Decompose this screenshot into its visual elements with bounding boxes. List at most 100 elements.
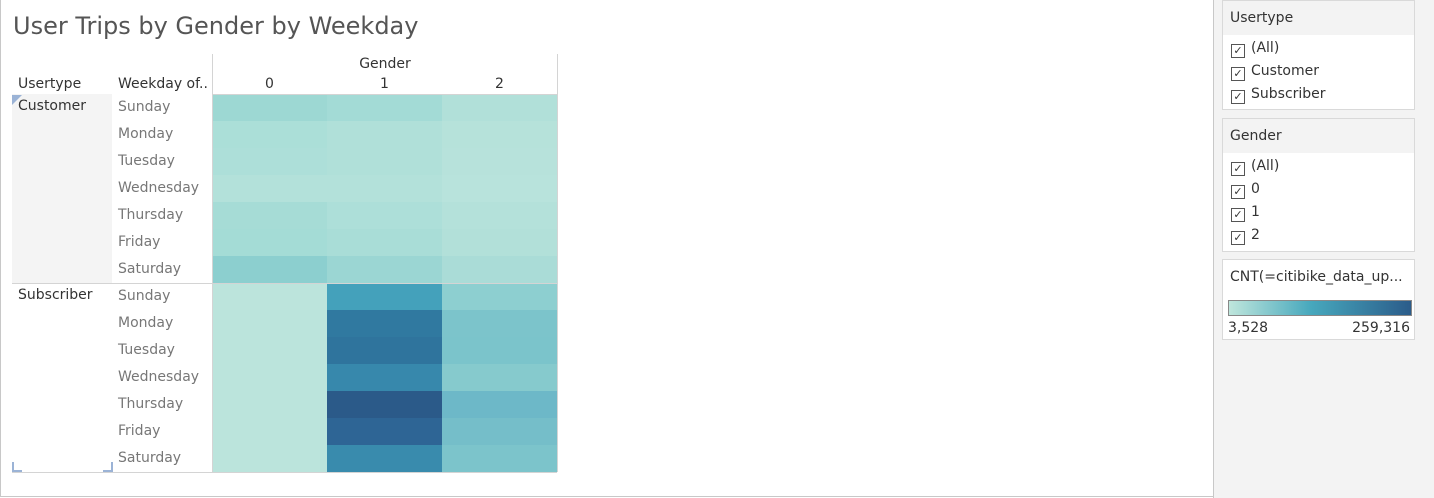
gender-filter-option[interactable]: ✓ 0 [1223,178,1414,201]
heatmap-cell[interactable] [442,337,557,364]
heatmap-cell[interactable] [212,175,327,202]
heatmap-cell[interactable] [212,148,327,175]
usertype-filter: Usertype ✓ (All) ✓ Customer ✓ Subscriber [1222,0,1415,110]
weekday-label[interactable]: Monday [118,315,174,331]
usertype-header[interactable]: Usertype [18,76,82,92]
usertype-cell-subscriber[interactable]: Subscriber [12,283,112,472]
weekday-label[interactable]: Saturday [118,261,182,277]
gender-filter-option[interactable]: ✓ (All) [1223,155,1414,178]
weekday-label[interactable]: Tuesday [118,153,175,169]
heatmap-cell[interactable] [327,94,442,121]
option-label: Subscriber [1251,86,1326,102]
heatmap-cell[interactable] [442,256,557,283]
heatmap-cell[interactable] [212,337,327,364]
gender-filter-option[interactable]: ✓ 2 [1223,224,1414,247]
heatmap-cell[interactable] [442,283,557,310]
weekday-label[interactable]: Saturday [118,450,182,466]
heatmap-cell[interactable] [442,391,557,418]
heatmap-cell[interactable] [327,445,442,472]
weekday-label[interactable]: Tuesday [118,342,175,358]
filter-title: Usertype [1223,1,1414,35]
heatmap-cell[interactable] [327,256,442,283]
usertype-filter-option[interactable]: ✓ Subscriber [1223,83,1414,106]
weekday-label[interactable]: Thursday [118,396,184,412]
weekday-label[interactable]: Sunday [118,288,171,304]
weekday-header[interactable]: Weekday of.. [118,76,208,92]
heatmap-cell[interactable] [212,364,327,391]
heatmap-cell[interactable] [327,121,442,148]
checkmark-icon[interactable]: ✓ [1231,162,1245,176]
legend-title: CNT(=citibike_data_up... [1223,260,1414,294]
heatmap-cell[interactable] [212,445,327,472]
side-panel: Usertype ✓ (All) ✓ Customer ✓ Subscriber Gend… [1213,0,1434,498]
selection-corner-icon [12,95,22,105]
gender-header[interactable]: Gender [359,56,411,72]
checkmark-icon[interactable]: ✓ [1231,185,1245,199]
usertype-cell-customer[interactable]: Customer [12,94,112,283]
gender-column-2[interactable]: 2 [495,76,504,92]
heatmap-cell[interactable] [327,202,442,229]
option-label: 1 [1251,204,1260,220]
usertype-label: Customer [18,98,87,114]
heatmap-cell[interactable] [442,202,557,229]
gender-column-0[interactable]: 0 [265,76,274,92]
weekday-label[interactable]: Friday [118,234,161,250]
heatmap-cell[interactable] [327,337,442,364]
checkmark-icon[interactable]: ✓ [1231,44,1245,58]
weekday-label[interactable]: Friday [118,423,161,439]
heatmap-cell[interactable] [212,202,327,229]
usertype-label: Subscriber [18,287,93,303]
heatmap-cell[interactable] [327,148,442,175]
heatmap-cell[interactable] [327,283,442,310]
selection-corner-icon [12,462,22,472]
heatmap-cell[interactable] [327,418,442,445]
weekday-label[interactable]: Sunday [118,99,171,115]
heatmap-cell[interactable] [327,364,442,391]
heatmap-cell[interactable] [442,445,557,472]
heatmap-cell[interactable] [212,283,327,310]
usertype-filter-option[interactable]: ✓ Customer [1223,60,1414,83]
option-label: 2 [1251,227,1260,243]
weekday-label[interactable]: Wednesday [118,180,200,196]
gender-filter-option[interactable]: ✓ 1 [1223,201,1414,224]
checkmark-icon[interactable]: ✓ [1231,90,1245,104]
heatmap-cell[interactable] [212,121,327,148]
heatmap-cell[interactable] [442,310,557,337]
heatmap-cell[interactable] [212,256,327,283]
checkmark-icon[interactable]: ✓ [1231,67,1245,81]
heatmap-cell[interactable] [442,364,557,391]
heatmap-cell[interactable] [212,391,327,418]
heatmap-cell[interactable] [212,94,327,121]
heatmap-cell[interactable] [327,391,442,418]
heatmap-cell[interactable] [327,175,442,202]
heatmap-cell[interactable] [212,229,327,256]
heatmap-cell[interactable] [442,418,557,445]
checkmark-icon[interactable]: ✓ [1231,231,1245,245]
worksheet: User Trips by Gender by Weekday Usertype… [0,0,1213,497]
usertype-filter-option[interactable]: ✓ (All) [1223,37,1414,60]
checkmark-icon[interactable]: ✓ [1231,208,1245,222]
weekday-label[interactable]: Thursday [118,207,184,223]
gender-filter: Gender ✓ (All) ✓ 0 ✓ 1 ✓ 2 [1222,118,1415,252]
selection-corner-icon [103,462,113,472]
heatmap-cell[interactable] [212,310,327,337]
option-label: 0 [1251,181,1260,197]
legend-gradient [1228,300,1412,316]
heatmap-cell[interactable] [442,229,557,256]
heatmap-cell[interactable] [442,148,557,175]
weekday-label[interactable]: Monday [118,126,174,142]
weekday-label[interactable]: Wednesday [118,369,200,385]
option-label: (All) [1251,158,1280,174]
heatmap-cell[interactable] [327,310,442,337]
heatmap-cell[interactable] [442,121,557,148]
gender-column-1[interactable]: 1 [380,76,389,92]
heatmap-cell[interactable] [212,418,327,445]
heatmap-cell[interactable] [442,175,557,202]
legend-max: 259,316 [1352,320,1410,336]
filter-title: Gender [1223,119,1414,153]
heatmap-cell[interactable] [442,94,557,121]
heatmap-cell[interactable] [327,229,442,256]
legend-min: 3,528 [1228,320,1269,336]
option-label: Customer [1251,63,1320,79]
option-label: (All) [1251,40,1280,56]
